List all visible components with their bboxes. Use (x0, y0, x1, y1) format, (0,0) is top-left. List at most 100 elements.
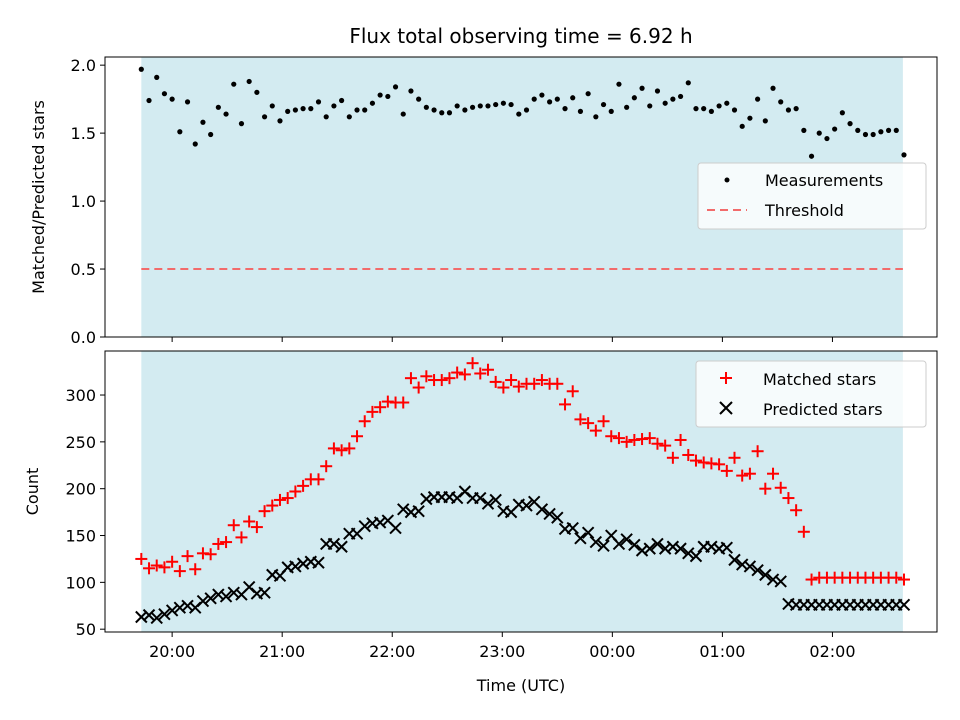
measurements-point (462, 107, 468, 113)
matched-stars-point (620, 435, 633, 448)
y-tick-label: 2.0 (71, 56, 96, 75)
predicted-stars-point (227, 586, 240, 599)
measurements-point (469, 104, 476, 110)
measurements-point (539, 92, 545, 98)
y-tick-label: 150 (65, 527, 96, 546)
predicted-stars-point (296, 557, 310, 570)
measurements-point (439, 110, 445, 116)
measurements-point (154, 74, 160, 80)
matched-stars-point (412, 381, 425, 394)
matched-stars-point (643, 432, 656, 445)
measurements-point (554, 96, 560, 102)
measurements-point (331, 103, 337, 109)
predicted-stars-point (543, 507, 556, 521)
matched-stars-point (497, 381, 510, 394)
measurements-point (523, 107, 530, 113)
measurements-point (261, 114, 268, 120)
predicted-stars-point (597, 539, 610, 553)
matched-stars-point (297, 479, 310, 492)
predicted-stars-point (574, 532, 587, 545)
matched-stars-point (374, 401, 387, 414)
x-tick-label: 01:00 (699, 642, 745, 661)
predicted-stars-point (335, 540, 348, 553)
predicted-stars-point (728, 553, 741, 567)
measurements-point (508, 101, 514, 108)
measurements-point (585, 91, 591, 97)
measurements-point (285, 108, 291, 114)
matched-stars-point (320, 460, 333, 473)
measurements-point (647, 103, 653, 109)
count-legend: Matched stars Predicted stars (695, 360, 927, 428)
matched-stars-point (204, 548, 217, 561)
predicted-stars-point (612, 537, 626, 551)
matched-stars-point (235, 531, 248, 544)
count-panel: 50 100 150 200 250 300 20:00 21:00 22:00 23:00 00… (23, 350, 938, 695)
matched-stars-point (281, 492, 294, 505)
predicted-stars-point (397, 503, 410, 516)
measurements-point (323, 114, 329, 120)
predicted-stars-point (666, 540, 680, 553)
count-legend-box (695, 360, 927, 428)
matched-stars-point (474, 367, 487, 380)
ratio-panel-frame (104, 56, 938, 338)
matched-stars-point (890, 571, 903, 584)
chart-title: Flux total observing time = 6.92 h (349, 24, 692, 48)
matched-stars-point (481, 363, 494, 376)
measurements-point (608, 108, 614, 114)
measurements-point (839, 110, 845, 116)
predicted-stars-point (589, 535, 603, 549)
measurements-point (431, 107, 437, 113)
measurements-point (416, 96, 422, 102)
predicted-stars-point (173, 601, 187, 614)
measurements-point (662, 100, 668, 106)
matched-stars-point (150, 559, 163, 572)
predicted-stars-point (289, 560, 302, 573)
measurement-points (138, 66, 907, 159)
measurements-point (832, 126, 838, 132)
y-tick-label: 250 (65, 433, 96, 452)
matched-stars-point (797, 525, 810, 538)
predicted-stars-point (219, 590, 233, 603)
legend-predicted-label: Predicted stars (763, 400, 883, 419)
y-tick-label: 50 (76, 620, 96, 639)
predicted-stars-point (204, 592, 217, 605)
measurements-point (870, 131, 876, 138)
matched-stars-point (335, 444, 348, 457)
measurements-point (500, 100, 506, 106)
matched-stars-point (551, 377, 564, 390)
legend-matched-label: Matched stars (763, 370, 876, 389)
predicted-stars-point (635, 544, 649, 557)
matched-stars-point (243, 515, 256, 528)
predicted-stars-point (520, 499, 533, 512)
count-y-axis-label: Count (23, 468, 42, 516)
predicted-stars-point (743, 560, 757, 573)
predicted-stars-point (689, 549, 703, 563)
predicted-stars-point (620, 533, 633, 546)
measurements-point (708, 108, 714, 114)
predicted-stars-point (658, 542, 672, 555)
count-x-ticks: 20:00 21:00 22:00 23:00 00:00 01:00 02:00 (149, 632, 856, 661)
measurements-point (593, 114, 599, 120)
legend-measurements-marker (724, 177, 730, 183)
matched-stars-point (566, 385, 579, 398)
matched-stars-point (897, 573, 910, 586)
matched-stars-point (327, 442, 340, 455)
measurements-point (493, 101, 499, 108)
measurements-point (269, 103, 275, 109)
measurements-point (423, 104, 429, 110)
matched-stars-point (266, 499, 279, 512)
matched-stars-point (451, 366, 464, 379)
matched-stars-point (674, 433, 687, 446)
ratio-y-ticks: 0.0 0.5 1.0 1.5 2.0 (71, 56, 105, 347)
ratio-legend: Measurements Threshold (697, 162, 927, 230)
measurements-point (315, 99, 322, 105)
measurements-point (855, 127, 861, 133)
predicted-stars-point (389, 521, 402, 535)
matched-stars-point (782, 492, 795, 505)
predicted-stars-point (474, 491, 487, 505)
matched-stars-point (805, 573, 818, 586)
measurements-point (724, 100, 730, 106)
measurements-point (770, 85, 776, 91)
matched-stars-point (659, 439, 672, 452)
